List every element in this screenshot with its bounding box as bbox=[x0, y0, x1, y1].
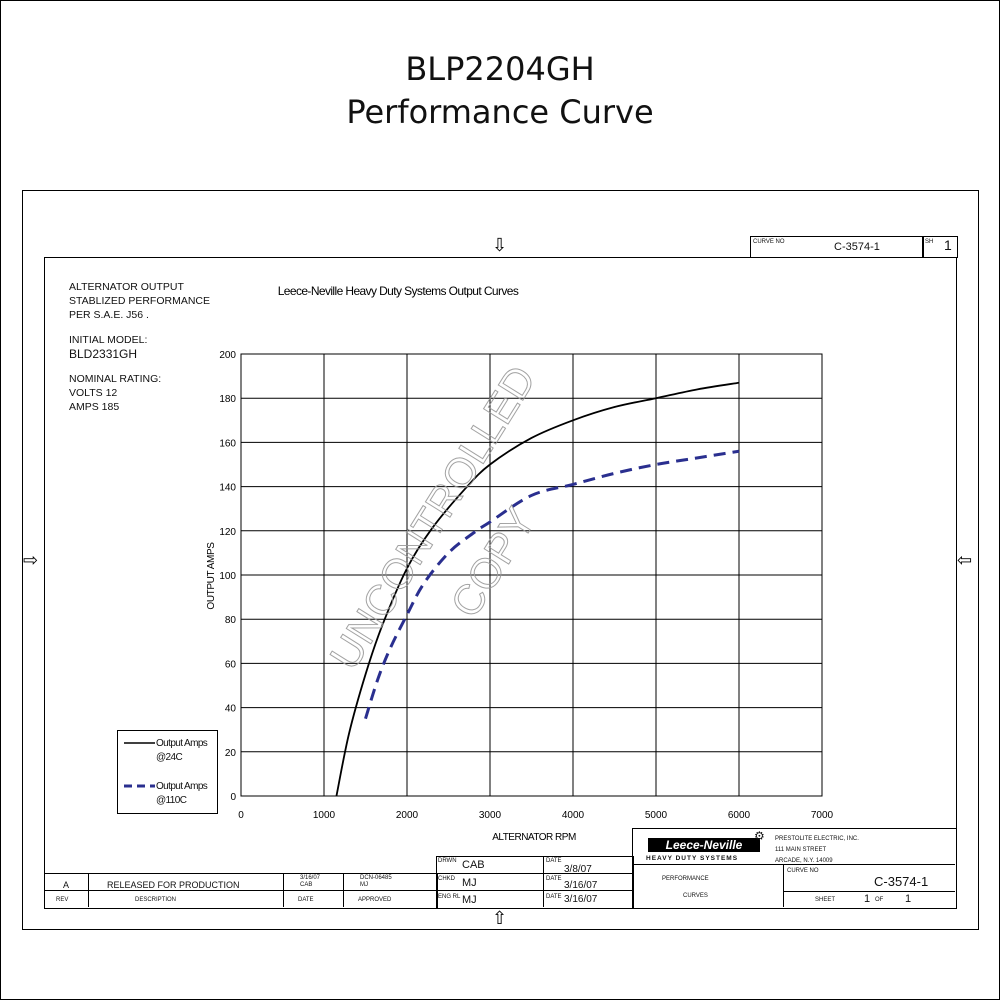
sheet-num-bottom: 1 bbox=[864, 893, 871, 905]
curve-no-label-bottom: CURVE NO bbox=[787, 868, 819, 874]
curve-no-bottom: C-3574-1 bbox=[874, 874, 929, 889]
title-block-divider-h2 bbox=[783, 891, 955, 892]
sheet-total-bottom: 1 bbox=[905, 893, 912, 905]
revision-block bbox=[44, 873, 438, 909]
rev-date-by: CAB bbox=[300, 882, 313, 888]
sheet-value: 1 bbox=[944, 237, 952, 253]
arrow-left-icon: ⇨ bbox=[23, 550, 39, 570]
approvals-divider-v bbox=[543, 856, 544, 907]
rev-description: RELEASED FOR PRODUCTION bbox=[107, 880, 240, 890]
title-block-divider bbox=[632, 864, 955, 865]
revision-divider-v1 bbox=[88, 873, 89, 907]
rev-approved-by: MJ bbox=[360, 882, 368, 888]
arrow-bottom-icon: ⇧ bbox=[492, 908, 508, 928]
sheet-number-box bbox=[922, 236, 958, 258]
page-subtitle: Performance Curve bbox=[346, 93, 654, 131]
company-line-2: 111 MAIN STREET bbox=[775, 847, 827, 853]
initial-model-label: INITIAL MODEL: bbox=[69, 334, 148, 346]
rev-letter: A bbox=[63, 880, 70, 890]
revision-divider-v2 bbox=[283, 873, 284, 907]
company-logo-sub: HEAVY DUTY SYSTEMS bbox=[646, 855, 739, 862]
check-date: 3/16/07 bbox=[564, 880, 598, 891]
notes-block: ALTERNATOR OUTPUT STABLIZED PERFORMANCE … bbox=[69, 280, 229, 414]
curve-number-box bbox=[750, 236, 924, 258]
col-approved: APPROVED bbox=[358, 897, 392, 903]
col-rev: REV bbox=[56, 897, 69, 903]
check-by: MJ bbox=[462, 877, 477, 889]
initial-model-value: BLD2331GH bbox=[69, 347, 138, 361]
eng-date: 3/16/07 bbox=[564, 894, 598, 905]
check-label: CHKD bbox=[438, 876, 456, 882]
approvals-divider-h1 bbox=[436, 873, 632, 874]
sheet-label-bottom: SHEET bbox=[815, 897, 836, 903]
title-line-1: PERFORMANCE bbox=[662, 876, 709, 882]
legend-label-110c: Output Amps @110C bbox=[156, 781, 208, 806]
note-line: PER S.A.E. J56 . bbox=[69, 309, 149, 321]
page-title: BLP2204GH bbox=[405, 50, 595, 88]
legend: Output Amps @24C Output Amps @110C bbox=[117, 730, 218, 814]
title-block bbox=[632, 828, 957, 909]
revision-divider-v3 bbox=[343, 873, 344, 907]
curve-no-value: C-3574-1 bbox=[834, 241, 880, 253]
col-desc: DESCRIPTION bbox=[135, 897, 177, 903]
company-line-1: PRESTOLITE ELECTRIC, INC. bbox=[775, 836, 859, 842]
title-line-2: CURVES bbox=[683, 893, 708, 899]
rev-change-no: DCN-06485 bbox=[360, 875, 392, 881]
nominal-volts: VOLTS 12 bbox=[69, 387, 118, 399]
eng-date-label: DATE bbox=[546, 894, 562, 900]
sheet-label: SH bbox=[925, 239, 934, 245]
company-line-3: ARCADE, N.Y. 14009 bbox=[775, 858, 833, 864]
company-logo: Leece-Neville bbox=[648, 838, 760, 852]
drawn-date: 3/8/07 bbox=[564, 864, 592, 875]
rev-date: 3/16/07 bbox=[300, 875, 321, 881]
drawn-label: DRWN bbox=[438, 858, 457, 864]
eng-label: ENG RL bbox=[438, 894, 461, 900]
title-block-divider-v bbox=[783, 864, 784, 907]
arrow-top-icon: ⇩ bbox=[492, 235, 508, 255]
check-date-label: DATE bbox=[546, 876, 562, 882]
arrow-right-icon: ⇦ bbox=[957, 550, 973, 570]
note-line: STABLIZED PERFORMANCE bbox=[69, 295, 210, 307]
note-line: ALTERNATOR OUTPUT bbox=[69, 281, 184, 293]
approvals-divider-h2 bbox=[436, 890, 632, 891]
col-date: DATE bbox=[298, 897, 314, 903]
nominal-amps: AMPS 185 bbox=[69, 401, 120, 413]
legend-label-24c: Output Amps @24C bbox=[156, 738, 208, 763]
drawn-date-label: DATE bbox=[546, 858, 562, 864]
nominal-rating-label: NOMINAL RATING: bbox=[69, 373, 162, 385]
curve-no-label: CURVE NO bbox=[753, 239, 785, 245]
gear-icon: ⚙ bbox=[754, 829, 765, 843]
drawing-sheet bbox=[22, 190, 979, 930]
revision-divider-h bbox=[44, 890, 436, 891]
eng-by: MJ bbox=[462, 894, 477, 906]
approvals-block bbox=[436, 856, 634, 909]
sheet-of-bottom: OF bbox=[875, 897, 884, 903]
drawn-by: CAB bbox=[462, 859, 485, 871]
